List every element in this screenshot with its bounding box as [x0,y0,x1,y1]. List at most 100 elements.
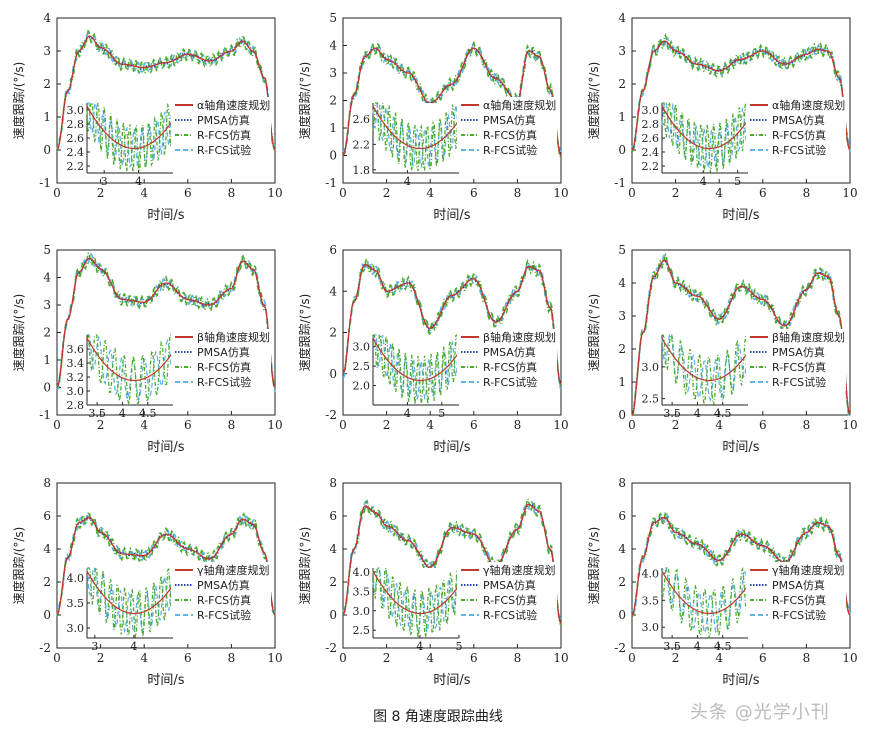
x-tick-label: 2 [672,186,680,200]
x-tick-label: 0 [53,418,61,432]
y-tick-label: 3 [329,66,337,80]
legend-label: PMSA仿真 [772,345,825,359]
y-tick-label: 1 [329,121,337,135]
inset-x-tick-label: 3 [101,175,108,188]
series-planned [56,516,276,616]
legend-label: R-FCS仿真 [772,593,826,607]
legend-label: R-FCS仿真 [483,593,537,607]
legend-label: β轴角速度规划 [483,330,556,344]
y-axis-label: 速度跟踪/(°/s) [297,527,312,605]
inset-x-tick-label: 4 [694,640,701,653]
y-tick-label: 6 [43,509,51,523]
inset: 2.22.42.62.83.0 4 5 [642,102,749,188]
x-tick-label: 0 [628,651,636,665]
x-tick-label: 6 [759,651,767,665]
inset-x-tick-label: 3.5 [663,640,681,653]
x-tick-label: 6 [759,186,767,200]
legend-label: R-FCS试验 [483,143,537,157]
x-tick-label: 8 [514,651,522,665]
x-tick-label: 6 [470,418,478,432]
x-axis-label: 时间/s [147,208,184,223]
y-axis-label: 速度跟踪/(°/s) [297,62,312,140]
y-axis-label: 速度跟踪/(°/s) [586,294,601,372]
y-tick-label: 0 [43,381,51,395]
series-rfcs-sim [631,33,851,153]
y-tick-label: 2 [43,77,51,91]
inset-series-rfcs-sim [372,565,460,638]
series-rfcs-sim [342,258,562,387]
x-axis-label: 时间/s [147,440,184,455]
plot-frame [631,249,851,416]
x-tick-label: 0 [339,186,347,200]
plot-frame [56,17,276,184]
x-tick-label: 6 [184,418,192,432]
inset-y-tick-label: 3.0 [353,605,371,618]
inset-y-tick-label: 4.0 [67,572,85,585]
legend-label: R-FCS试验 [772,608,826,622]
inset-x-tick-label: 4 [700,175,707,188]
legend-bg [746,329,846,391]
inset-y-tick-label: 2.4 [67,146,85,159]
legend-label: R-FCS试验 [197,143,251,157]
legend-label: γ轴角速度规划 [772,563,845,577]
y-tick-label: 3 [618,309,626,323]
y-tick-label: 2 [329,575,337,589]
inset-x-tick-label: 4 [119,407,126,420]
x-tick-label: 6 [470,186,478,200]
y-axis-label: 速度跟踪/(°/s) [586,62,601,140]
x-tick-label: 2 [672,651,680,665]
y-tick-label: 2 [43,575,51,589]
inset-series-planned [86,570,174,615]
x-tick-label: 6 [470,651,478,665]
x-tick-label: 8 [228,186,236,200]
y-tick-label: 0 [618,608,626,622]
inset-x-tick-label: 4.5 [714,407,732,420]
inset-series-planned [86,337,174,382]
legend-label: PMSA仿真 [197,578,250,592]
y-tick-label: 2 [618,575,626,589]
legend-label: PMSA仿真 [772,113,825,127]
inset-series-rfcs-test [372,334,460,400]
series-rfcs-sim [342,40,562,158]
inset-series-planned [372,337,460,382]
x-tick-label: 8 [514,418,522,432]
inset-y-tick-label: 4.0 [353,566,371,579]
legend-label: R-FCS试验 [772,143,826,157]
y-tick-label: 4 [43,542,51,556]
y-tick-label: 6 [329,243,337,257]
legend-label: γ轴角速度规划 [483,563,556,577]
inset-x-tick-label: 4 [404,407,411,420]
y-tick-label: 0 [43,608,51,622]
inset-y-tick-label: 2.2 [67,160,85,173]
legend-label: α轴角速度规划 [483,98,556,112]
y-tick-label: 2 [329,94,337,108]
x-axis-label: 时间/s [147,673,184,688]
x-tick-label: 4 [140,651,148,665]
inset-series-planned [661,105,749,150]
y-tick-label: 4 [329,542,337,556]
inset-series-rfcs-sim [662,102,749,173]
y-tick-label: 3 [43,298,51,312]
y-tick-label: 1 [43,110,51,124]
inset-x-tick-label: 5 [456,640,463,653]
x-tick-label: 2 [383,418,391,432]
x-tick-label: 10 [553,418,568,432]
legend-label: R-FCS仿真 [197,593,251,607]
x-tick-label: 6 [184,186,192,200]
inset-series-rfcs-sim [662,334,749,405]
x-tick-label: 4 [715,651,723,665]
y-axis-label: 速度跟踪/(°/s) [11,527,26,605]
inset-y-tick-label: 3.6 [67,343,85,356]
x-tick-label: 10 [267,418,282,432]
series-rfcs-sim [56,510,276,617]
legend-label: R-FCS仿真 [197,128,251,142]
inset-y-tick-label: 3.5 [642,594,660,607]
legend-label: β轴角速度规划 [197,330,270,344]
inset-y-tick-label: 3.0 [67,385,85,398]
legend-label: R-FCS试验 [197,375,251,389]
